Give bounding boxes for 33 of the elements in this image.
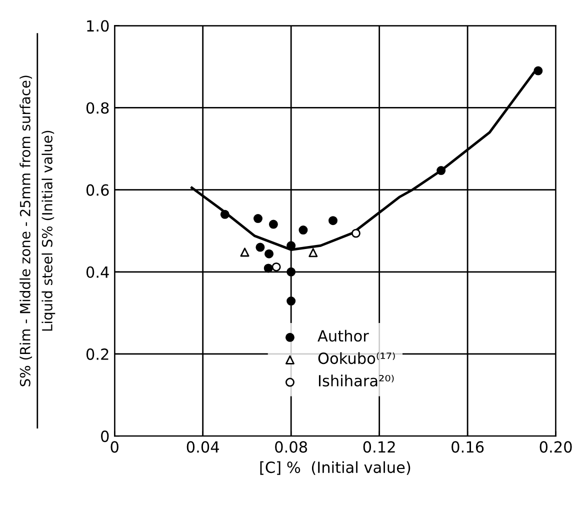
point <box>264 249 274 258</box>
x-tick-label: 0.12 <box>363 441 395 453</box>
y-tick-label: 0 <box>101 430 109 442</box>
point <box>286 296 296 306</box>
y-tick-label: 0.8 <box>86 102 109 114</box>
point <box>298 226 308 235</box>
point <box>308 248 318 258</box>
x-axis-title: [C] % (Initial value) <box>260 461 410 475</box>
x-tick-label: 0 <box>110 441 118 453</box>
x-tick-label: 0.16 <box>452 441 484 453</box>
point <box>264 264 273 273</box>
x-tick-label: 0.08 <box>275 441 308 453</box>
point <box>436 166 446 176</box>
x-tick-label: 0.20 <box>540 441 572 453</box>
y-axis-title: S% (Rim - Middle zone - 25mm from surface) Liquid steel S% (Initial value) <box>20 76 56 386</box>
y-tick-label: 1.0 <box>87 20 109 32</box>
point <box>328 216 338 226</box>
y-tick-label: 0.2 <box>86 348 108 360</box>
point <box>534 66 543 76</box>
legend-label: Author <box>318 330 369 342</box>
point <box>272 262 281 272</box>
y-tick-label: 0.4 <box>86 266 109 278</box>
point <box>240 248 250 257</box>
y-tick-label: 0.6 <box>86 184 109 196</box>
x-tick-label: 0.04 <box>186 441 219 453</box>
point <box>220 210 230 219</box>
point <box>268 220 278 229</box>
legend-label: Ishihara²⁰⁾ <box>318 374 394 387</box>
point <box>286 267 296 276</box>
point <box>253 214 262 224</box>
point <box>351 228 360 238</box>
point <box>256 242 265 252</box>
legend-label: Ookubo⁽¹⁷⁾ <box>318 352 395 364</box>
